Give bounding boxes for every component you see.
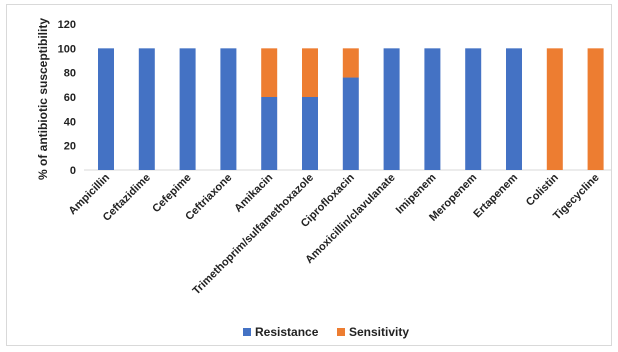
y-axis-title: % of antibiotic susceptibility (36, 18, 50, 180)
bar-resistance (138, 48, 155, 171)
bar-sensitivity (587, 48, 604, 171)
bar-resistance (302, 97, 318, 170)
bar-resistance (179, 48, 196, 171)
bar-sensitivity (261, 48, 278, 97)
bar-resistance (424, 48, 441, 171)
bar-sensitivity (342, 48, 359, 78)
legend-swatch-resistance (243, 328, 251, 336)
bar-resistance (98, 48, 114, 171)
bar-resistance (383, 48, 400, 171)
y-tick-label: 0 (70, 165, 76, 177)
bar-sensitivity (546, 48, 563, 171)
x-category-label: Amikacin (232, 171, 275, 214)
y-tick-label: 120 (58, 19, 76, 31)
bar-resistance (506, 48, 522, 171)
legend-swatch-sensitivity (337, 328, 345, 336)
legend-label-sensitivity: Sensitivity (349, 325, 409, 339)
y-tick-label: 60 (64, 92, 76, 104)
legend-label-resistance: Resistance (255, 325, 319, 339)
y-tick-label: 100 (58, 43, 76, 55)
bar-resistance (261, 97, 278, 170)
bar-resistance (465, 48, 482, 171)
bar-resistance (342, 77, 359, 170)
x-category-label: Colistin (524, 171, 561, 208)
bar-resistance (220, 48, 237, 171)
x-category-label: Cefepime (150, 172, 194, 216)
bar-sensitivity (302, 48, 318, 97)
y-tick-label: 20 (64, 141, 76, 153)
y-tick-label: 80 (64, 68, 76, 80)
x-category-label: Ertapenem (471, 171, 520, 220)
y-tick-label: 40 (64, 116, 76, 128)
